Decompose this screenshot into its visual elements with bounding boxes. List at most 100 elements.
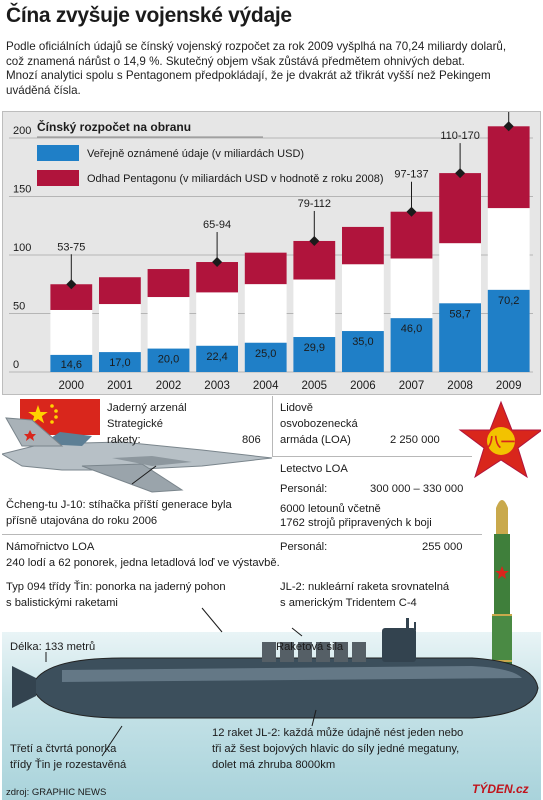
x-tick-label: 2001 — [107, 380, 133, 392]
missiles-line-1: 12 raket JL-2: každá může údajně nést je… — [212, 727, 464, 739]
chart-title: Čínský rozpočet na obranu — [37, 119, 191, 134]
public-value-label: 22,4 — [206, 351, 227, 363]
x-tick-label: 2005 — [302, 380, 328, 392]
public-bar — [390, 318, 433, 372]
pentagon-bar — [390, 211, 433, 259]
y-tick-label: 50 — [13, 301, 25, 313]
x-tick-label: 2006 — [350, 380, 376, 392]
length-label: Délka: 133 metrů — [10, 641, 96, 653]
airforce-label: Personál: — [280, 483, 328, 495]
public-bar — [487, 289, 530, 372]
x-tick-label: 2002 — [156, 380, 182, 392]
navy-title: Námořnictvo LOA — [6, 541, 95, 553]
x-tick-label: 2003 — [204, 380, 230, 392]
annotation-marker — [406, 206, 417, 217]
airforce-line-2: 6000 letounů včetně — [280, 503, 381, 515]
arsenal-value: 806 — [242, 434, 261, 446]
public-bar — [439, 303, 481, 372]
bar-gap — [342, 264, 384, 332]
y-tick-label: 0 — [13, 359, 19, 371]
source-note: zdroj: GRAPHIC NEWS — [6, 787, 107, 798]
bar-gap — [390, 258, 433, 319]
pentagon-bar — [293, 240, 336, 280]
x-tick-label: 2000 — [59, 380, 85, 392]
leader-lines — [45, 465, 317, 757]
y-tick-label: 200 — [13, 125, 31, 137]
bar-gap — [293, 279, 336, 338]
army-line-1: Lidově — [280, 402, 313, 414]
x-tick-label: 2008 — [447, 380, 473, 392]
intro-text: Podle oficiálních údajů se čínský vojens… — [6, 40, 538, 98]
annotation-marker — [455, 168, 466, 179]
divider — [2, 534, 482, 535]
annotation-label: 53-75 — [57, 241, 85, 253]
arsenal-label: rakety: — [107, 434, 141, 446]
sub094-line-1: Typ 094 třídy Ťin: ponorka na jaderný po… — [6, 581, 226, 593]
arsenal-subtitle: Strategické — [107, 418, 163, 430]
bar-gap — [196, 292, 238, 346]
type094-submarine-icon — [12, 618, 539, 719]
public-value-label: 14,6 — [61, 359, 82, 371]
public-value-label: 25,0 — [255, 348, 276, 360]
navy-label: Personál: — [280, 541, 328, 553]
public-value-label: 58,7 — [449, 308, 470, 320]
army-label: armáda (LOA) — [280, 434, 351, 446]
x-tick-label: 2009 — [496, 380, 522, 392]
arsenal-title: Jaderný arzenál — [107, 402, 187, 414]
bar-gap — [99, 304, 141, 353]
legend-swatch-pentagon — [37, 170, 79, 186]
x-tick-label: 2007 — [399, 380, 425, 392]
svg-text:八一: 八一 — [486, 434, 515, 450]
legend-label-public: Veřejně oznámené údaje (v miliardách USD… — [87, 148, 304, 160]
public-value-label: 29,9 — [304, 342, 325, 354]
third-sub-line-2: třídy Ťin je rozestavěná — [10, 759, 127, 771]
j10-line-2: přísně utajována do roku 2006 — [6, 515, 158, 527]
budget-chart-panel: 0 50 100 150 200 14,6 2000 17,0 2001 20,0 2002 22,4… — [2, 111, 541, 395]
legend-swatch-public — [37, 145, 79, 161]
military-info-panel: 八一 — [2, 396, 541, 800]
pentagon-bar — [342, 226, 384, 265]
airforce-line-3: 1762 strojů připravených k boji — [280, 517, 432, 529]
bar-gap — [50, 309, 93, 355]
bar-gap — [244, 284, 287, 343]
public-value-label: 46,0 — [401, 323, 422, 335]
jl2-line-1: JL-2: nukleární raketa srovnatelná — [280, 581, 450, 593]
annotation-marker — [212, 257, 223, 268]
illustrations: 八一 — [2, 399, 541, 757]
budget-chart: 0 50 100 150 200 14,6 2000 17,0 2001 20,0 2002 22,4… — [9, 112, 533, 392]
public-bar — [147, 348, 190, 372]
legend-label-pentagon: Odhad Pentagonu (v miliardách USD v hodn… — [87, 173, 384, 185]
pentagon-bar — [196, 262, 238, 293]
y-tick-label: 100 — [13, 242, 31, 254]
public-bar — [196, 345, 238, 372]
public-value-label: 17,0 — [109, 357, 130, 369]
public-value-label: 70,2 — [498, 295, 519, 307]
army-value: 2 250 000 — [390, 434, 440, 446]
sub094-line-2: s balistickými raketami — [6, 597, 118, 609]
intro-line: Mnozí analytici spolu s Pentagonem předp… — [6, 69, 491, 83]
jl2-line-2: s americkým Tridentem C-4 — [280, 597, 417, 609]
bar-gap — [439, 243, 481, 304]
pentagon-bar — [147, 269, 190, 298]
missiles-line-2: tři až šest bojových hlavic do síly jedn… — [212, 743, 460, 755]
pla-star-emblem-icon: 八一 — [458, 400, 541, 479]
public-value-label: 35,0 — [352, 336, 373, 348]
annotation-label: 97-137 — [394, 169, 428, 181]
j10-line-1: Čcheng-tu J-10: stíhačka příští generace… — [6, 499, 232, 511]
j10-fighter-icon — [2, 417, 273, 493]
annotation-label: 65-94 — [203, 219, 231, 231]
navy-value: 255 000 — [422, 541, 463, 553]
intro-line: což znamená nárůst o 14,9 %. Skutečný ob… — [6, 54, 465, 68]
brand-logo: TÝDEN.cz — [472, 782, 529, 796]
airforce-value: 300 000 – 330 000 — [370, 483, 464, 495]
page-title: Čína zvyšuje vojenské výdaje — [6, 4, 292, 27]
annotation-label: 110-170 — [440, 130, 480, 142]
public-value-label: 20,0 — [158, 354, 179, 366]
navy-line-2: 240 lodí a 62 ponorek, jedna letadlová l… — [6, 557, 280, 569]
public-bar — [99, 352, 141, 372]
annotation-marker — [503, 121, 514, 132]
intro-line: Podle oficiálních údajů se čínský vojens… — [6, 40, 507, 53]
annotation-marker — [309, 235, 320, 246]
intro-line: uváděná čísla. — [6, 83, 81, 97]
x-tick-label: 2004 — [253, 380, 279, 392]
